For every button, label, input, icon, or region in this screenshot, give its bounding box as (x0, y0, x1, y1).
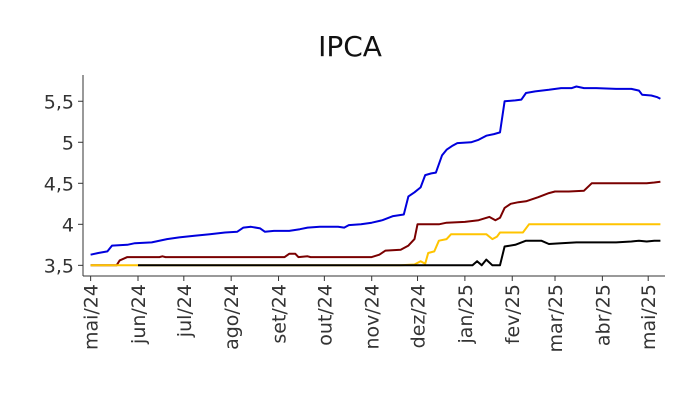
x-tick-label: out/24 (314, 284, 336, 346)
x-tick-label: jan/25 (455, 284, 477, 345)
x-tick-label: jun/24 (128, 284, 150, 345)
axes (82, 75, 665, 277)
y-tick-label: 4 (62, 214, 74, 236)
series-line-3 (90, 223, 661, 267)
chart-title: IPCA (318, 30, 382, 63)
series-line-1 (90, 85, 661, 256)
series-line-4 (138, 239, 661, 267)
y-tick-label: 4,5 (44, 173, 74, 195)
x-tick-label: dez/24 (408, 284, 430, 348)
x-tick-label: mai/25 (638, 284, 660, 350)
x-tick-label: nov/24 (362, 284, 384, 350)
series-line-2 (90, 180, 661, 267)
y-tick-label: 5,5 (44, 91, 74, 113)
y-tick-label: 5 (62, 132, 74, 154)
x-tick-label: ago/24 (221, 284, 243, 350)
x-tick-label: jul/24 (174, 284, 196, 338)
x-tick-label: fev/25 (502, 284, 524, 344)
x-tick-label: mai/24 (81, 284, 103, 350)
y-tick-label: 3,5 (44, 255, 74, 277)
x-tick-label: mar/25 (545, 284, 567, 353)
series-lines (90, 85, 661, 267)
tick-labels: 3,5 4 4,5 5 5,5 mai/24 jun/24 jul/24 ago/24 set/2… (44, 91, 660, 352)
x-tick-label: set/24 (269, 284, 291, 344)
x-tick-label: abr/25 (592, 284, 614, 346)
